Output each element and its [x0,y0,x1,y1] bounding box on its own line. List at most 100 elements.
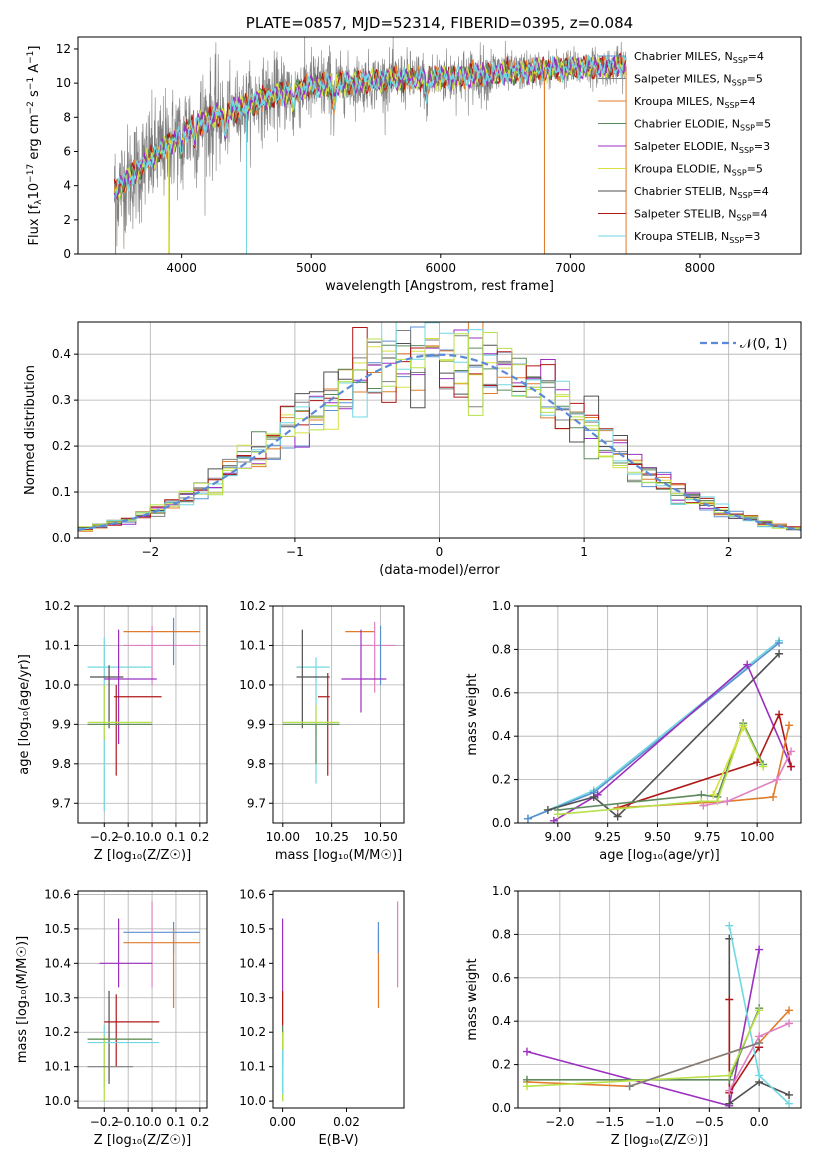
legend-sub: SSP [733,56,748,65]
age_weight-xtick-label: 10.00 [740,830,774,844]
mass_age-axes: 10.00 10.25 10.50 9.7 9.8 9.9 10.0 10.1 10.2 mass… [239,599,405,863]
z_weight-xtick-label: −1.0 [645,1115,674,1129]
z_weight-plot [518,891,801,1108]
z_mass-ytick-label: 10.0 [44,1094,71,1108]
age_weight-ytick-label: 0.6 [492,686,511,700]
legend-entry: Salpeter ELODIE, NSSP=3 [634,140,770,155]
weight-point-marker [697,797,706,806]
weight-point-marker [613,803,622,812]
mass_age-xtick-label: 10.25 [314,830,348,844]
spectrum-xtick-label: 7000 [555,261,586,275]
weight-point-marker [589,792,598,801]
age_weight-ylabel: mass weight [465,673,480,755]
weight-point-marker [522,1082,531,1091]
residuals-xtick-label: 1 [580,545,588,559]
ebv_mass-ytick-label: 10.4 [239,956,266,970]
z_age-xtick-label: −0.1 [114,830,143,844]
legend-value: =4 [753,185,769,198]
mass_age-xtick-label: 10.50 [363,830,397,844]
z_weight-ylabel: mass weight [465,958,480,1040]
z_mass-xtick-label: −0.2 [90,1115,119,1129]
age_weight-xtick-label: 9.25 [594,830,621,844]
legend-entry: Chabrier STELIB, NSSP=4 [634,185,769,200]
ebv_mass-ytick-label: 10.1 [239,1060,266,1074]
residuals-plot [78,322,801,538]
legend-name: Kroupa ELODIE, N [634,163,732,176]
z_weight-xtick-label: −2.0 [545,1115,574,1129]
spectrum-plot [113,37,627,254]
weight-point-marker [553,810,562,819]
legend-value: =4 [751,208,767,221]
weight-series-line [527,1007,760,1081]
legend-entry: Salpeter STELIB, NSSP=4 [634,208,768,223]
weight-series-line [526,1010,760,1088]
spectrum-ylabel-part: A [27,64,42,77]
ebv_mass-xtick-label: 0.02 [333,1115,360,1129]
legend-sub: SSP [732,79,747,88]
ebv_mass-ytick-label: 10.3 [239,991,266,1005]
legend-name: Kroupa MILES, N [634,95,724,108]
weight-point-marker [725,1086,734,1095]
histogram-step-line [78,322,801,530]
mass_age-plot [273,606,404,823]
legend-entry: Kroupa ELODIE, NSSP=5 [634,163,763,178]
legend-name: Chabrier STELIB, N [634,185,738,198]
legend-sub: SSP [738,191,753,200]
residuals-xtick-label: −2 [141,545,159,559]
weight-point-marker [785,721,794,730]
ebv_mass-xlabel: E(B-V) [318,1133,358,1148]
weight-point-marker [523,814,532,823]
spectrum-ylabel-part: s [27,90,42,101]
residuals-frame [77,321,802,539]
legend-sub: SSP [739,146,754,155]
residuals-ytick-label: 0.2 [52,439,71,453]
legend-entry: Kroupa STELIB, NSSP=3 [634,230,760,245]
legend-value: =3 [754,140,770,153]
legend-entry: 𝒩(0, 1) [740,337,787,352]
z_mass-ytick-label: 10.6 [44,887,71,901]
residuals-xtick-label: 2 [725,545,733,559]
weight-point-marker [743,660,752,669]
z_weight-xtick-label: 0.0 [750,1115,769,1129]
legend-value: =5 [755,118,771,131]
z_mass-xtick-label: 0.1 [166,1115,185,1129]
histogram-step-line [78,332,801,530]
weight-point-marker [785,1099,794,1108]
legend-sub: SSP [724,101,739,110]
spectrum-ylabel-part: λ [34,199,44,205]
z_age-ytick-label: 9.8 [52,757,71,771]
legend-sub: SSP [740,124,755,133]
ebv_mass-plot [281,901,399,1102]
weight-point-marker [549,816,558,823]
spectrum-xtick-label: 4000 [166,261,197,275]
residuals-ytick-label: 0.1 [52,485,71,499]
spectrum-ytick-label: 10 [56,76,71,90]
mass_age-ytick-label: 10.0 [239,678,266,692]
mass_age-ytick-label: 9.7 [247,796,266,810]
legend-name: Kroupa STELIB, N [634,230,729,243]
spectrum-xtick-label: 8000 [685,261,716,275]
age_weight-axes: 9.00 9.25 9.50 9.75 10.00 0.0 0.2 0.4 0.6 0.8 1.0 a… [465,599,802,863]
weight-series-line [712,727,744,796]
legend-value: =4 [748,50,764,63]
weight-point-marker [709,790,718,799]
age_weight-xtick-label: 9.50 [644,830,671,844]
z_age-frame [77,605,208,824]
z_age-xtick-label: 0.0 [143,830,162,844]
spectrum-model-line [113,55,627,200]
z_age-ytick-label: 10.0 [44,678,71,692]
spectrum-xtick-label: 5000 [296,261,327,275]
weight-point-marker [755,945,764,954]
age_weight-ytick-label: 0.2 [492,773,511,787]
weight-point-marker [725,1071,734,1080]
z_age-xtick-label: 0.1 [166,830,185,844]
weight-point-marker [787,762,796,771]
residuals-ytick-label: 0.3 [52,393,71,407]
mass_age-frame [272,605,405,824]
z_mass-xlabel: Z [log₁₀(Z/Z☉)] [94,1133,191,1148]
z_weight-xtick-label: −1.5 [595,1115,624,1129]
weight-point-marker [759,762,768,771]
weight-series-line [629,1042,760,1088]
legend-entry: Salpeter MILES, NSSP=5 [634,73,763,88]
weight-point-marker [755,1071,764,1080]
